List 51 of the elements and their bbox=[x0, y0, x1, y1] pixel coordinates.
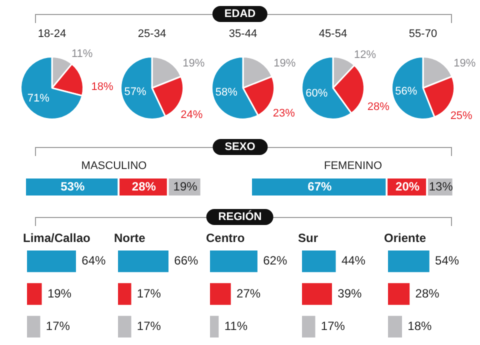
chart-title: FEMENINO bbox=[322, 160, 384, 172]
text: EDAD bbox=[212, 6, 268, 22]
data-label: 28% bbox=[132, 179, 156, 194]
chart-title: Sur bbox=[298, 231, 318, 245]
data-label: 17% bbox=[136, 286, 162, 300]
data-label: 28% bbox=[367, 100, 390, 113]
chart-title: 55-70 bbox=[408, 28, 438, 40]
data-label: 13% bbox=[428, 179, 454, 194]
chart-title: Oriente bbox=[384, 231, 428, 245]
chart-title: 18-24 bbox=[36, 28, 68, 40]
data-label: 71% bbox=[27, 92, 50, 105]
data-label: 64% bbox=[82, 254, 106, 268]
data-label: 17% bbox=[46, 318, 70, 333]
data-label: 11% bbox=[71, 48, 93, 60]
chart-title: Centro bbox=[206, 231, 245, 245]
chart-title: Lima/Callao bbox=[23, 231, 90, 245]
data-label: 19% bbox=[47, 286, 72, 300]
data-label: 53% bbox=[60, 179, 85, 194]
data-label: 54% bbox=[435, 254, 460, 268]
data-label: 57% bbox=[124, 86, 146, 98]
text: REGIÓN bbox=[206, 209, 274, 225]
data-label: 17% bbox=[136, 318, 162, 333]
chart-title: 45-54 bbox=[318, 28, 348, 40]
data-label: 18% bbox=[91, 80, 114, 93]
data-label: 19% bbox=[274, 57, 296, 70]
data-label: 56% bbox=[395, 85, 418, 98]
chart-title: Norte bbox=[114, 231, 146, 245]
data-label: 19% bbox=[454, 57, 476, 70]
data-label: 11% bbox=[224, 318, 248, 333]
data-label: 58% bbox=[215, 86, 238, 98]
chart-title: 35-44 bbox=[228, 28, 258, 40]
data-label: 67% bbox=[308, 179, 332, 194]
data-label: 19% bbox=[173, 179, 198, 194]
data-label: 39% bbox=[338, 286, 362, 300]
data-label: 44% bbox=[341, 254, 366, 268]
data-label: 27% bbox=[236, 286, 261, 300]
chart-title: 25-34 bbox=[136, 28, 168, 40]
data-label: 19% bbox=[182, 57, 205, 70]
data-label: 20% bbox=[396, 179, 420, 194]
data-label: 18% bbox=[408, 318, 432, 333]
data-label: 23% bbox=[272, 108, 296, 120]
data-label: 24% bbox=[180, 108, 203, 121]
chart-title: MASCULINO bbox=[80, 160, 148, 172]
data-label: 62% bbox=[263, 254, 288, 268]
data-label: 28% bbox=[415, 286, 440, 300]
data-label: 60% bbox=[306, 87, 328, 100]
data-label: 17% bbox=[320, 318, 346, 333]
data-label: 25% bbox=[450, 110, 473, 122]
text: SEXO bbox=[212, 139, 268, 155]
data-label: 66% bbox=[174, 254, 199, 268]
data-label: 12% bbox=[354, 48, 376, 61]
